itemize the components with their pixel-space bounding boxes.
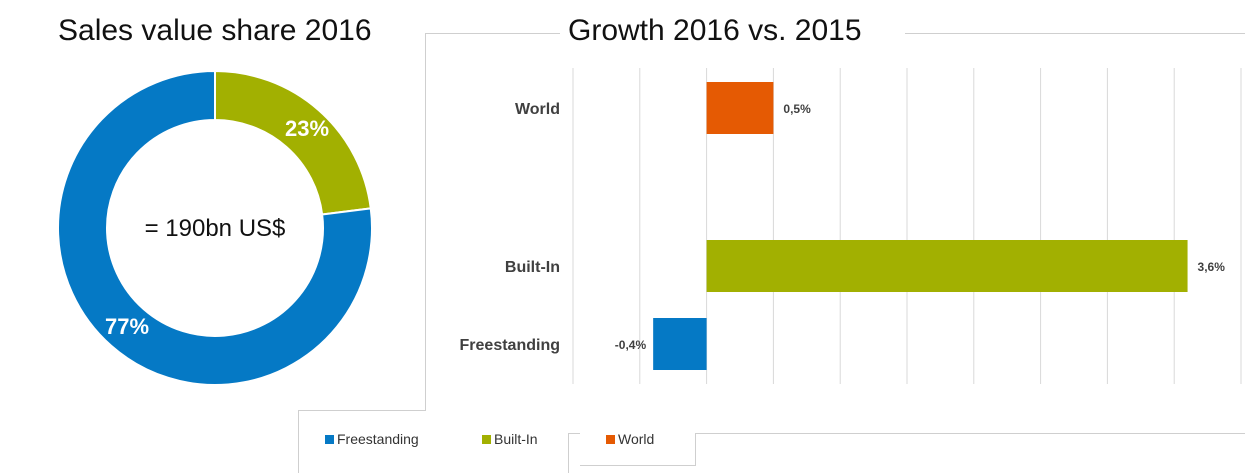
donut-center-label: = 190bn US$: [145, 215, 286, 242]
legend-label-freestanding: Freestanding: [337, 431, 419, 447]
legend-swatch-world: [606, 434, 615, 444]
donut-label-freestanding: 77%: [105, 314, 149, 339]
legend-swatch-built-in: [482, 434, 491, 444]
legend-item-world: World: [606, 431, 654, 447]
donut-slice-freestanding: [57, 69, 373, 386]
bar-panel-top-border-right: [905, 33, 1245, 34]
legend-panel-bottom-border: [695, 433, 1245, 434]
legend-panel-top-border: [298, 410, 426, 411]
category-label-built-in: Built-In: [505, 259, 560, 276]
data-label-built-in: 3,6%: [1198, 260, 1226, 274]
legend-divider: [568, 433, 569, 473]
data-label-world: 0,5%: [783, 102, 811, 116]
bar-chart-title: Growth 2016 vs. 2015: [568, 14, 862, 47]
legend-label-built-in: Built-In: [494, 431, 538, 447]
bar-world: [706, 82, 774, 134]
legend-item-built-in: Built-In: [482, 431, 538, 447]
legend-box-bottom-border: [580, 465, 696, 466]
bar-panel-top-border: [425, 33, 560, 34]
legend-panel-left-border: [298, 410, 299, 473]
bar-built-in: [706, 240, 1188, 292]
bar-freestanding: [653, 318, 707, 370]
data-label-freestanding: -0,4%: [615, 338, 647, 352]
donut-label-built-in: 23%: [285, 116, 329, 141]
legend-item-freestanding: Freestanding: [325, 431, 419, 447]
legend-label-world: World: [618, 431, 655, 447]
legend-divider-top: [568, 433, 580, 434]
legend-swatch-freestanding: [325, 434, 334, 444]
donut-chart-title: Sales value share 2016: [58, 14, 372, 47]
category-label-freestanding: Freestanding: [460, 337, 560, 354]
legend-box-right-border: [695, 433, 696, 465]
category-label-world: World: [515, 101, 560, 118]
bar-panel-left-border: [425, 33, 426, 411]
donut-chart: 23% 77% = 190bn US$: [57, 69, 373, 386]
